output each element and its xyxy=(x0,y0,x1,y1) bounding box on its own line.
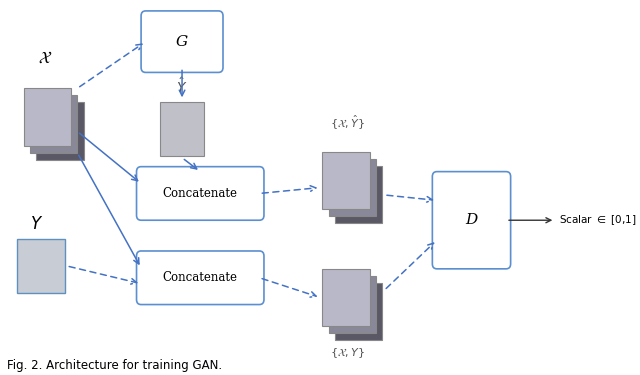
Text: $\{\mathcal{X},Y\}$: $\{\mathcal{X},Y\}$ xyxy=(330,346,365,360)
Text: Fig. 2. Architecture for training GAN.: Fig. 2. Architecture for training GAN. xyxy=(7,359,223,372)
FancyBboxPatch shape xyxy=(30,95,77,153)
Text: G: G xyxy=(176,34,188,49)
FancyBboxPatch shape xyxy=(322,152,369,209)
FancyBboxPatch shape xyxy=(328,159,376,216)
Text: $\{\mathcal{X},\hat{Y}\}$: $\{\mathcal{X},\hat{Y}\}$ xyxy=(330,114,365,132)
FancyBboxPatch shape xyxy=(17,239,65,292)
FancyBboxPatch shape xyxy=(160,102,204,156)
Text: Concatenate: Concatenate xyxy=(163,187,237,200)
FancyBboxPatch shape xyxy=(24,88,71,146)
Text: $\mathcal{X}$: $\mathcal{X}$ xyxy=(38,48,52,66)
Text: $Y$: $Y$ xyxy=(30,215,43,233)
FancyBboxPatch shape xyxy=(335,166,382,223)
FancyBboxPatch shape xyxy=(322,269,369,326)
Text: D: D xyxy=(465,213,477,227)
FancyBboxPatch shape xyxy=(141,11,223,72)
FancyBboxPatch shape xyxy=(136,166,264,220)
FancyBboxPatch shape xyxy=(335,283,382,340)
FancyBboxPatch shape xyxy=(433,172,511,269)
Text: Scalar $\in$ [0,1]: Scalar $\in$ [0,1] xyxy=(559,213,637,227)
FancyBboxPatch shape xyxy=(136,251,264,305)
Text: Concatenate: Concatenate xyxy=(163,271,237,284)
FancyBboxPatch shape xyxy=(36,102,84,160)
FancyBboxPatch shape xyxy=(328,276,376,333)
Text: $\hat{Y}$: $\hat{Y}$ xyxy=(177,77,188,96)
